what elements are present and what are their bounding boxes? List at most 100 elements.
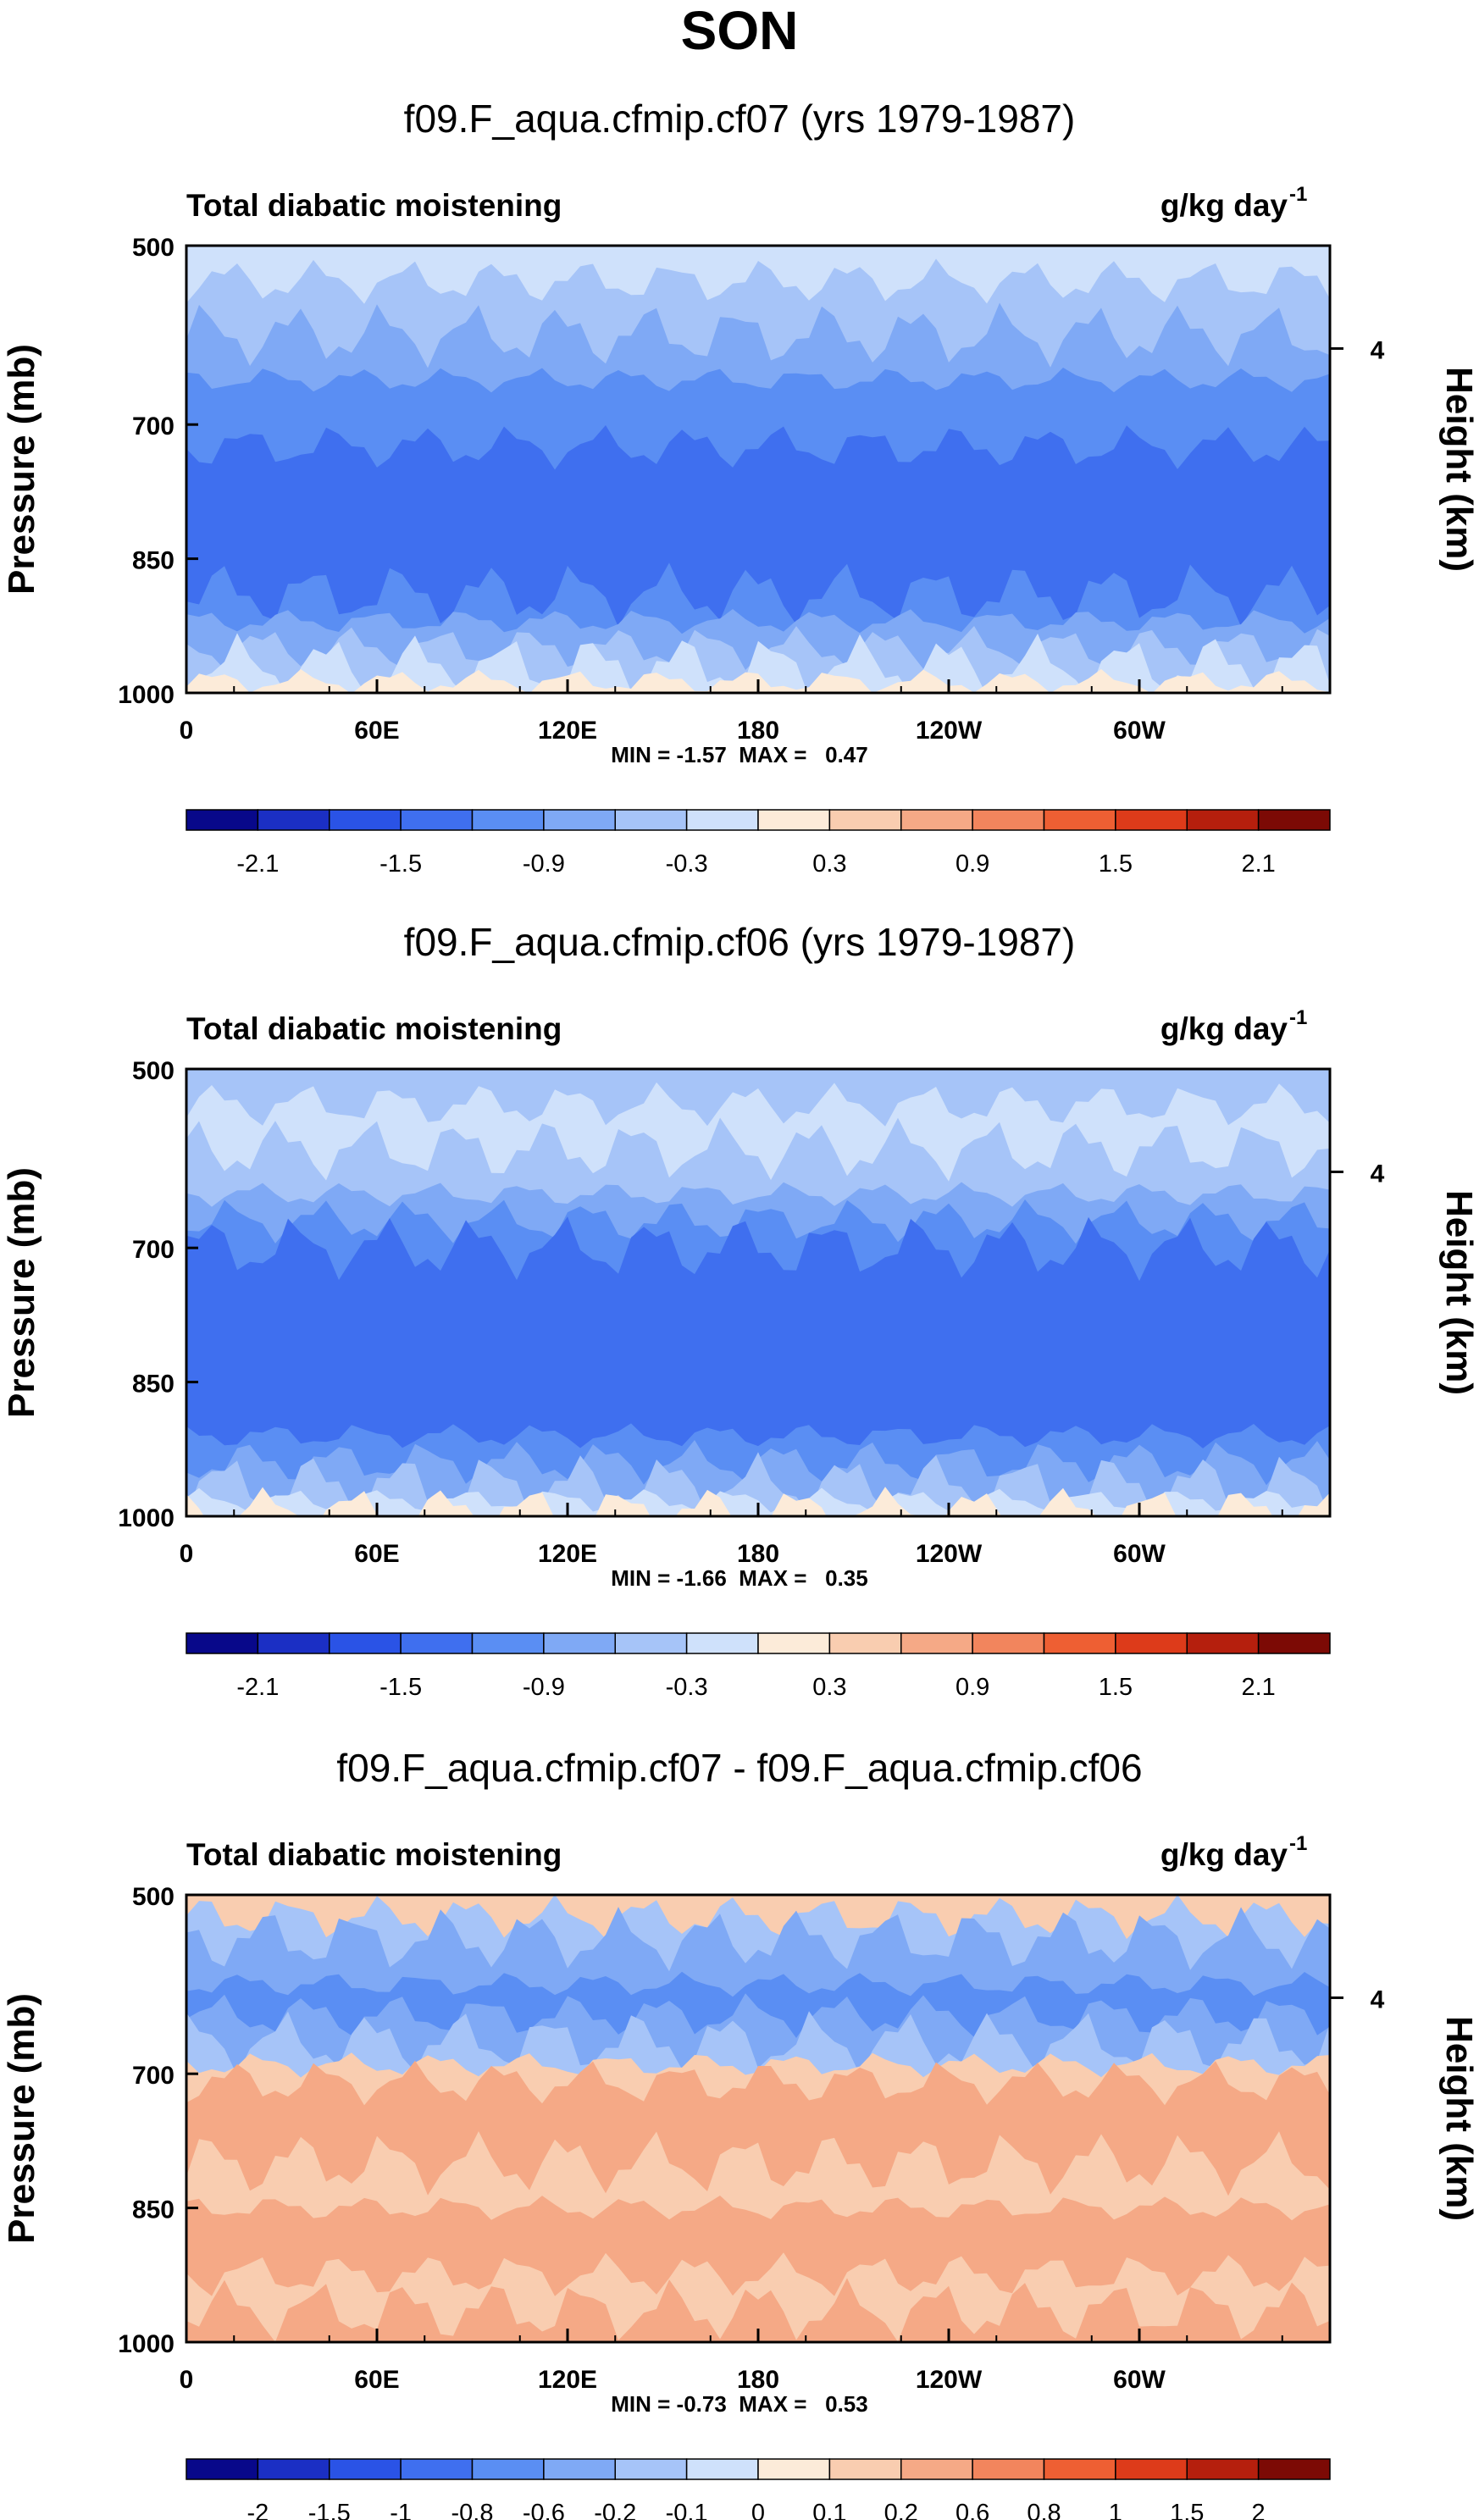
colorbar-label: 0.1 xyxy=(812,2500,846,2520)
colorbar-swatch xyxy=(400,809,474,831)
figure-title: SON xyxy=(681,0,799,61)
colorbar-swatch xyxy=(614,809,688,831)
colorbar-label: -2 xyxy=(246,2500,269,2520)
colorbar-swatch xyxy=(543,809,616,831)
y-tick-label: 1000 xyxy=(118,1504,174,1532)
panels: f09.F_aqua.cfmip.cf07 (yrs 1979-1987) Tot… xyxy=(1,97,1479,2520)
x-tick-label: 120E xyxy=(538,2366,597,2394)
colorbar-label: -0.9 xyxy=(523,1674,565,1701)
colorbar-swatch xyxy=(1043,809,1116,831)
colorbar-swatch xyxy=(972,2458,1045,2480)
contour-fill xyxy=(186,246,1330,693)
colorbar-swatch xyxy=(685,1632,759,1654)
x-tick-label: 180 xyxy=(737,717,779,745)
right-axis-title: Height (km) xyxy=(1438,1190,1479,1395)
x-tick-label: 120W xyxy=(916,2366,983,2394)
colorbar-label: -2.1 xyxy=(236,1674,279,1701)
colorbar-swatch xyxy=(471,2458,545,2480)
colorbar-label: -0.8 xyxy=(451,2500,494,2520)
colorbar-swatch xyxy=(1257,809,1331,831)
colorbar-label: -2.1 xyxy=(236,850,279,878)
minmax-label: MIN = -0.73 MAX = 0.53 xyxy=(611,2391,867,2417)
colorbar-swatch xyxy=(614,1632,688,1654)
contour-band xyxy=(186,1487,1330,1516)
colorbar-swatch xyxy=(1043,2458,1116,2480)
colorbar-swatch xyxy=(1257,2458,1331,2480)
colorbar-label: -1.5 xyxy=(379,1674,422,1701)
colorbar-swatch xyxy=(972,1632,1045,1654)
x-tick-label: 60W xyxy=(1113,717,1166,745)
colorbar-swatch xyxy=(1186,2458,1260,2480)
minmax-label: MIN = -1.66 MAX = 0.35 xyxy=(611,1565,867,1591)
x-tick-label: 60W xyxy=(1113,2366,1166,2394)
colorbar-swatch xyxy=(757,809,831,831)
minmax-label: MIN = -1.57 MAX = 0.47 xyxy=(611,742,867,767)
colorbar-swatch xyxy=(257,809,330,831)
panel-title: f09.F_aqua.cfmip.cf07 (yrs 1979-1987) xyxy=(404,97,1076,141)
contour-band xyxy=(186,2278,1330,2342)
contour-fill xyxy=(186,1069,1330,1516)
colorbar-label: 0.2 xyxy=(884,2500,918,2520)
colorbar-swatch xyxy=(257,2458,330,2480)
x-tick-label: 180 xyxy=(737,1540,779,1568)
x-tick-label: 0 xyxy=(180,1540,194,1568)
colorbar-swatch xyxy=(471,809,545,831)
colorbar-swatch xyxy=(186,2458,259,2480)
right-tick-label: 4 xyxy=(1371,1160,1385,1188)
colorbar-label: -0.2 xyxy=(594,2500,636,2520)
y-tick-label: 850 xyxy=(132,1371,174,1398)
contour-fill xyxy=(186,1895,1330,2342)
colorbar-label: 2 xyxy=(1252,2500,1266,2520)
colorbar-swatch xyxy=(329,2458,402,2480)
colorbar-label: -1.5 xyxy=(379,850,422,878)
field-label: Total diabatic moistening xyxy=(186,188,562,223)
panel-3: f09.F_aqua.cfmip.cf07 - f09.F_aqua.cfmip… xyxy=(1,1746,1479,2520)
colorbar-swatch xyxy=(1043,1632,1116,1654)
colorbar-swatch xyxy=(1115,2458,1188,2480)
colorbar-label: 2.1 xyxy=(1241,850,1275,878)
y-tick-label: 500 xyxy=(132,1883,174,1911)
colorbar-swatch xyxy=(400,1632,474,1654)
right-axis-title: Height (km) xyxy=(1438,367,1479,572)
panel-1: f09.F_aqua.cfmip.cf07 (yrs 1979-1987) Tot… xyxy=(1,97,1479,878)
colorbar-swatch xyxy=(186,809,259,831)
x-tick-label: 180 xyxy=(737,2366,779,2394)
x-tick-label: 60E xyxy=(354,2366,399,2394)
panel-title: f09.F_aqua.cfmip.cf06 (yrs 1979-1987) xyxy=(404,920,1076,964)
y-tick-label: 500 xyxy=(132,1057,174,1085)
colorbar-swatch xyxy=(1186,809,1260,831)
colorbar-swatch xyxy=(900,1632,973,1654)
right-tick-label: 4 xyxy=(1371,336,1385,364)
colorbar-swatch xyxy=(685,2458,759,2480)
colorbar-label: -0.6 xyxy=(523,2500,565,2520)
colorbar-label: 0.3 xyxy=(812,1674,846,1701)
colorbar-swatch xyxy=(900,2458,973,2480)
x-tick-label: 60E xyxy=(354,717,399,745)
colorbar-swatch xyxy=(1186,1632,1260,1654)
colorbar-swatch xyxy=(757,2458,831,2480)
x-tick-label: 120E xyxy=(538,717,597,745)
colorbar-label: 1.5 xyxy=(1099,1674,1133,1701)
colorbar-swatch xyxy=(828,2458,902,2480)
colorbar-label: -0.3 xyxy=(666,1674,708,1701)
x-tick-label: 60W xyxy=(1113,1540,1166,1568)
x-tick-label: 0 xyxy=(180,2366,194,2394)
x-tick-label: 120W xyxy=(916,1540,983,1568)
colorbar-label: 1.5 xyxy=(1170,2500,1204,2520)
colorbar-label: 0.3 xyxy=(812,850,846,878)
right-axis-title: Height (km) xyxy=(1438,2016,1479,2221)
colorbar-swatch xyxy=(543,1632,616,1654)
colorbar-label: 0 xyxy=(751,2500,765,2520)
colorbar-label: 1 xyxy=(1109,2500,1122,2520)
colorbar-label: 0.9 xyxy=(956,850,989,878)
y-axis-title: Pressure (mb) xyxy=(1,1167,42,1418)
x-tick-label: 60E xyxy=(354,1540,399,1568)
panel-2: f09.F_aqua.cfmip.cf06 (yrs 1979-1987) Tot… xyxy=(1,920,1479,1701)
field-label: Total diabatic moistening xyxy=(186,1011,562,1046)
x-tick-label: 0 xyxy=(180,717,194,745)
y-tick-label: 850 xyxy=(132,547,174,575)
colorbar-label: 0.8 xyxy=(1027,2500,1061,2520)
colorbar-swatch xyxy=(543,2458,616,2480)
colorbar-swatch xyxy=(257,1632,330,1654)
